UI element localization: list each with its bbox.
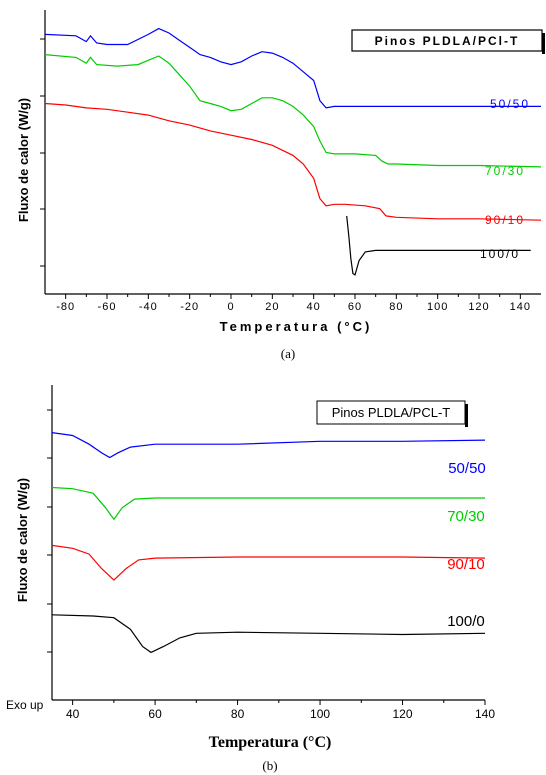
series-line-50-50 <box>44 27 541 109</box>
x-axis-label-b: Temperatura (°C) <box>209 734 332 751</box>
series-label-50-50: 50/50 <box>490 97 530 111</box>
x-tick-label: 40 <box>307 301 321 313</box>
series-label-70-30: 70/30 <box>447 508 485 525</box>
series-group-a <box>44 27 542 276</box>
x-tick-label: 0 <box>227 301 234 313</box>
series-label-70-30: 70/30 <box>485 164 525 178</box>
series-line-90-10 <box>51 544 486 581</box>
series-label-50-50: 50/50 <box>448 460 486 477</box>
x-tick-label: 100 <box>310 707 330 721</box>
series-labels-a: 50/50 70/30 90/10 100/0 <box>480 97 530 261</box>
x-tick-label: 40 <box>66 707 80 721</box>
x-ticks-a: -80 -60 -40 -20 0 20 40 60 80 100 120 140 <box>56 294 531 313</box>
chart-panel-b: 40 60 80 100 120 140 50/50 70/30 90/10 100/0 Pin… <box>6 385 495 773</box>
x-tick-label: 140 <box>510 301 531 313</box>
legend-box-shadow-a <box>542 33 545 54</box>
x-tick-label: 20 <box>265 301 279 313</box>
x-tick-label: 60 <box>348 301 362 313</box>
legend-title-a: Pinos PLDLA/PCl-T <box>375 34 520 48</box>
x-tick-label: -80 <box>56 301 75 313</box>
x-tick-label: 140 <box>475 707 495 721</box>
legend-box-shadow-b <box>465 404 468 427</box>
y-ticks-a <box>40 38 45 267</box>
x-tick-label: 120 <box>468 301 489 313</box>
series-label-100-0: 100/0 <box>447 613 485 630</box>
series-group-b <box>51 432 486 654</box>
series-label-90-10: 90/10 <box>447 556 485 573</box>
x-tick-label: -60 <box>98 301 117 313</box>
series-line-70-30 <box>51 486 485 521</box>
series-line-100-0 <box>346 215 531 276</box>
x-tick-label: 100 <box>427 301 448 313</box>
series-line-90-10 <box>44 102 542 221</box>
series-label-90-10: 90/10 <box>485 213 525 227</box>
y-axis-label-b: Fluxo de calor (W/g) <box>15 478 30 602</box>
x-axis-label-a: Temperatura (°C) <box>220 319 373 334</box>
series-labels-b: 50/50 70/30 90/10 100/0 <box>447 460 486 630</box>
y-axis-label-a: Fluxo de calor (W/g) <box>16 98 31 222</box>
x-ticks-b: 40 60 80 100 120 140 <box>66 700 495 721</box>
caption-a: (a) <box>281 346 295 361</box>
legend-title-b: Pinos PLDLA/PCL-T <box>332 405 451 420</box>
series-line-70-30 <box>44 54 542 168</box>
chart-panel-a: -80 -60 -40 -20 0 20 40 60 80 100 120 140 50/50 70/3… <box>16 10 545 361</box>
series-label-100-0: 100/0 <box>480 247 520 261</box>
caption-b: (b) <box>262 758 277 773</box>
x-tick-label: 60 <box>148 707 162 721</box>
y-ticks-b <box>47 409 52 653</box>
series-line-50-50 <box>51 432 486 459</box>
x-tick-label: 80 <box>389 301 403 313</box>
x-tick-label: 120 <box>393 707 413 721</box>
x-tick-label: -40 <box>139 301 158 313</box>
x-tick-label: -20 <box>180 301 199 313</box>
series-line-100-0 <box>51 614 486 654</box>
x-tick-label: 80 <box>231 707 245 721</box>
exo-up-label: Exo up <box>6 698 44 712</box>
